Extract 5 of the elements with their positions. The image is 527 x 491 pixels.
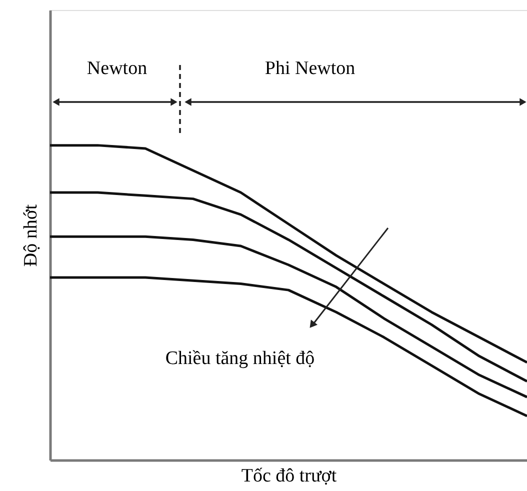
y-axis-title: Độ nhớt xyxy=(20,204,42,267)
text: Newton xyxy=(86,58,148,79)
x-axis-title: Tốc đô trượt xyxy=(241,466,338,486)
annotation: Chiều tăng nhiệt độ xyxy=(165,348,315,369)
text: Phi Newton xyxy=(264,58,356,79)
